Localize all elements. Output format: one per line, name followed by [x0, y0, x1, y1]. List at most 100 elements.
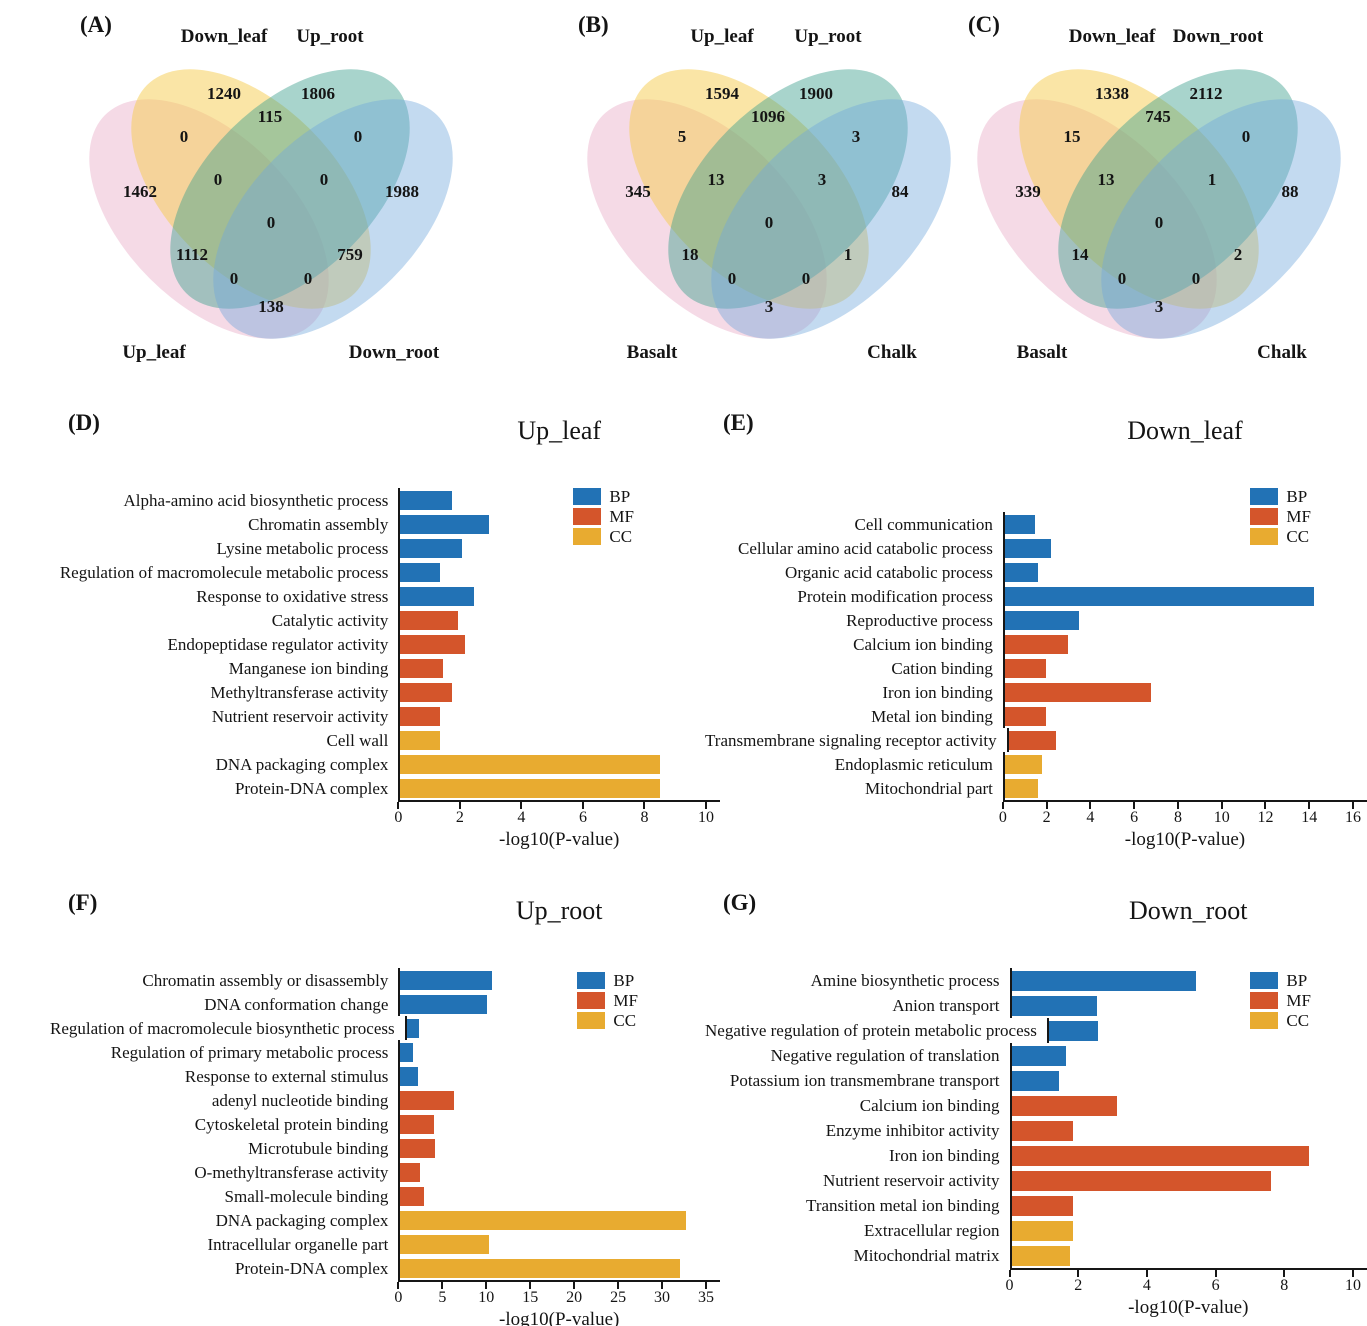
x-axis-label: -log10(P-value) — [499, 829, 620, 850]
bar — [400, 1066, 418, 1086]
bar-row: Chromatin assembly or disassembly — [50, 968, 720, 992]
bar-label-text: O-methyltransferase activity — [194, 1162, 389, 1182]
venn-count: 1900 — [799, 84, 833, 103]
x-axis-label: -log10(P-value) — [1124, 829, 1246, 850]
bar — [400, 1042, 413, 1062]
x-tick: 16 — [1345, 802, 1361, 827]
legend-label: MF — [613, 991, 638, 1010]
venn-count: 115 — [258, 107, 283, 126]
venn-count: 0 — [320, 170, 329, 189]
panel-letter: (C) — [968, 12, 1000, 37]
bar-label-text: Regulation of macromolecule biosynthetic… — [50, 1018, 395, 1038]
x-tick: 15 — [522, 1282, 538, 1307]
bar-label: Chromatin assembly or disassembly — [50, 968, 398, 992]
tick-label: 30 — [654, 1289, 671, 1306]
tick-label: 10 — [698, 809, 714, 826]
bar-label-text: Transition metal ion binding — [806, 1196, 1000, 1215]
bar-track — [1002, 584, 1367, 608]
venn-count: 0 — [1155, 213, 1164, 232]
tick-label: 8 — [1173, 809, 1182, 826]
tick-label: 10 — [1213, 809, 1230, 826]
bar-track — [398, 1040, 720, 1064]
venn-count: 0 — [765, 213, 774, 232]
bar-label: Manganese ion binding — [50, 656, 398, 680]
x-axis: 0 2 4 6 8 10 12 14 16 — [999, 800, 1367, 830]
bar-row: Negative regulation of translation — [705, 1043, 1367, 1068]
bar-label: Iron ion binding — [705, 1143, 1010, 1168]
tick-mark — [1008, 1270, 1011, 1277]
bar-label-text: Intracellular organelle part — [207, 1234, 389, 1254]
legend-item: BP — [573, 488, 634, 505]
bar-label: Small-molecule binding — [50, 1184, 398, 1208]
x-tick: 14 — [1301, 802, 1317, 827]
legend-item: CC — [1250, 528, 1311, 545]
tick-label: 20 — [566, 1289, 583, 1306]
bar-row: DNA packaging complex — [50, 752, 720, 776]
chart-title-row: Down_root — [1010, 882, 1367, 940]
legend-swatch-cc — [1250, 1012, 1279, 1029]
bar-label-text: DNA packaging complex — [215, 1210, 389, 1230]
x-label-wrap: -log10(P-value) — [398, 830, 720, 854]
bar-row: adenyl nucleotide binding — [50, 1088, 720, 1112]
venn-panel-c: (C) Down_leaf Down_root Basalt Chalk 133… — [950, 4, 1367, 396]
venn-count: 138 — [258, 297, 284, 316]
bar-label: Microtubule binding — [50, 1136, 398, 1160]
bar-track — [398, 1136, 720, 1160]
legend: BP MF CC — [573, 488, 634, 545]
x-axis-ticks: 0 2 4 6 8 10 — [1006, 1270, 1361, 1298]
tick-mark — [1001, 802, 1004, 809]
bar-label-text: Calcium ion binding — [853, 634, 993, 654]
bar-track — [398, 560, 720, 584]
bar-label-text: Response to external stimulus — [184, 1066, 389, 1086]
x-tick: 2 — [456, 802, 464, 827]
bar-label: Nutrient reservoir activity — [50, 704, 398, 728]
venn-count: 3 — [765, 297, 774, 316]
tick-label: 6 — [1130, 809, 1139, 826]
x-label-wrap: -log10(P-value) — [1010, 1298, 1367, 1322]
tick-label: 0 — [1005, 1277, 1014, 1294]
bar-track — [1002, 560, 1367, 584]
tick-label: 12 — [1257, 809, 1274, 826]
tick-mark — [661, 1282, 664, 1289]
bar-row: Nutrient reservoir activity — [705, 1168, 1367, 1193]
chart-title: Down_leaf — [1127, 416, 1243, 445]
bar-row: Organic acid catabolic process — [705, 560, 1367, 584]
bar — [1004, 514, 1036, 534]
bar — [400, 562, 441, 582]
bar — [400, 1090, 454, 1110]
bar-label-text: Extracellular region — [864, 1221, 1000, 1240]
x-tick: 0 — [1006, 1270, 1014, 1295]
bar-label: Mitochondrial part — [705, 776, 1003, 800]
venn-ellipse-teal — [1058, 69, 1298, 309]
bar-chart-panel-e: (E) Down_leaf Cell communication Cellular… — [705, 402, 1367, 872]
venn-count: 339 — [1015, 182, 1041, 201]
bar — [400, 586, 474, 606]
bar — [400, 1138, 436, 1158]
x-tick: 4 — [1143, 1270, 1151, 1295]
tick-label: 4 — [517, 809, 526, 826]
venn-count: 1 — [1208, 170, 1217, 189]
bar-row: Mitochondrial part — [705, 776, 1367, 800]
bar-label: Intracellular organelle part — [50, 1232, 398, 1256]
bar-label: Iron ion binding — [705, 680, 1003, 704]
bar-track — [398, 584, 720, 608]
tick-label: 5 — [438, 1289, 447, 1306]
bar-label: Cytoskeletal protein binding — [50, 1112, 398, 1136]
bar — [1004, 778, 1038, 798]
venn-count: 745 — [1145, 107, 1171, 126]
bar-track — [1002, 536, 1367, 560]
bar-label: Organic acid catabolic process — [705, 560, 1003, 584]
venn-count: 1338 — [1095, 84, 1129, 103]
legend-swatch-mf — [1250, 992, 1279, 1009]
legend-item: MF — [1250, 992, 1311, 1009]
venn-count: 18 — [682, 245, 699, 264]
x-tick: 10 — [1214, 802, 1230, 827]
bar — [400, 778, 661, 798]
venn-ellipse-teal — [170, 69, 410, 309]
tick-mark — [1145, 1270, 1148, 1277]
tick-mark — [1308, 802, 1311, 809]
venn-count: 14 — [1072, 245, 1090, 264]
bar-track — [398, 1064, 720, 1088]
bar-row: O-methyltransferase activity — [50, 1160, 720, 1184]
bar-row: Anion transport — [705, 993, 1367, 1018]
